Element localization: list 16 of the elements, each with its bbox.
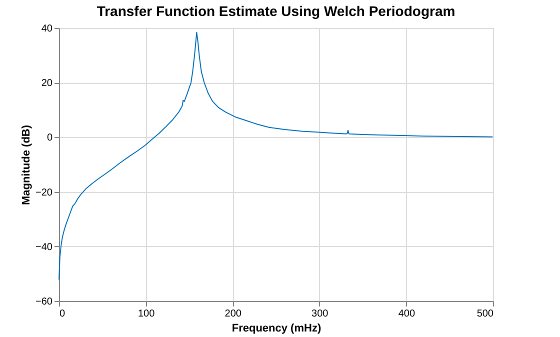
y-tick-label: −40 — [36, 242, 53, 253]
y-tick-label: −60 — [36, 296, 53, 308]
x-tick-label: 500 — [476, 308, 494, 320]
x-tick-label: 400 — [398, 308, 416, 320]
x-tick-label: 0 — [60, 308, 66, 320]
x-axis-title: Frequency (mHz) — [232, 322, 322, 334]
line-series — [58, 32, 494, 280]
y-axis-title: Magnitude (dB) — [20, 124, 33, 206]
y-tick-label: 20 — [41, 78, 53, 90]
x-tick-label: 200 — [224, 308, 242, 320]
y-tick-label: −20 — [36, 187, 53, 198]
chart-title: Transfer Function Estimate Using Welch Periodogram — [96, 3, 456, 19]
x-tick-label: 300 — [312, 308, 329, 320]
y-tick-label: 0 — [46, 132, 53, 144]
y-tick-label: 40 — [41, 24, 53, 34]
x-tick-label: 100 — [138, 308, 156, 320]
